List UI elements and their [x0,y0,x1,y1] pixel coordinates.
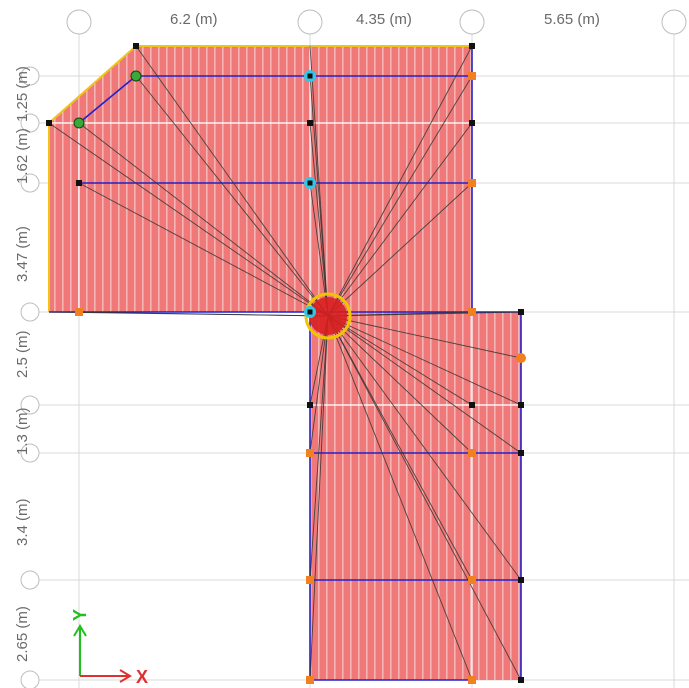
dim-y-3: 3.47 (m) [14,226,31,282]
rigid-link-11 [309,75,329,317]
support-node-6 [306,576,314,584]
rigid-link-16 [78,311,329,317]
grid-bubble-y-8 [20,670,40,688]
cyan-node-center-2 [307,180,313,186]
joint-node-9 [76,180,82,186]
rigid-link-6 [327,75,473,317]
slab-area [48,45,521,680]
rigid-link-29 [309,315,329,581]
grid-bubble-x-3 [459,9,485,35]
joint-node-12 [307,402,313,408]
rigid-link-7 [327,122,473,317]
joint-node-5 [469,120,475,126]
joint-node-4 [307,120,313,126]
joint-node-11 [518,309,524,315]
grid-bubble-y-1 [20,66,40,86]
rigid-link-12 [309,122,329,317]
x-axis-label: X [136,667,148,687]
cyan-node-center-1 [307,73,313,79]
rigid-link-20 [327,315,522,454]
support-node-1 [75,308,83,316]
dimension-labels: 6.2 (m) 4.35 (m) 5.65 (m) 1.25 (m) 1.62 … [14,11,600,662]
rigid-link-25 [327,315,473,581]
axis-triad: Y X [70,609,148,687]
dim-y-4: 2.5 (m) [14,330,31,378]
rigid-link-26 [327,315,473,681]
grid-bubble-y-4 [20,302,40,322]
joint-node-1 [133,43,139,49]
rigid-link-22 [327,315,522,681]
grid-bubble-y-5 [20,395,40,415]
dim-y-2: 1.62 (m) [14,128,31,184]
rigid-link-23 [327,315,473,406]
rigid-link-17 [327,311,522,317]
rigid-link-21 [327,315,522,581]
y-axis-label: Y [70,609,90,621]
cyan-node-center-3 [307,309,313,315]
rigid-link-24 [327,315,473,454]
support-node-5 [306,449,314,457]
rigid-link-5 [327,45,473,317]
slab-upper-region [49,46,472,312]
support-node-circle [516,353,526,363]
y-axis-arrowhead [73,624,87,637]
grid-bubble-y-7 [20,570,40,590]
support-node-3 [468,179,476,187]
rigid-link-19 [327,315,522,406]
joint-node-17 [518,577,524,583]
support-node-10 [468,449,476,457]
rigid-link-4 [48,122,329,317]
x-axis-arrowhead [119,669,132,683]
joint-node-13 [469,402,475,408]
green-node-1 [130,70,142,82]
support-node-8 [468,676,476,684]
dim-y-7: 2.65 (m) [14,606,31,662]
support-node-4 [468,308,476,316]
rigid-link-1 [135,45,329,317]
joint-node-16 [518,450,524,456]
slab-lower-region [310,312,521,680]
dim-x-3: 5.65 (m) [544,11,600,28]
rigid-link-30 [309,315,329,681]
joint-node-14 [518,402,524,408]
support-node-9 [468,576,476,584]
rigid-link-14 [78,182,329,317]
dim-x-2: 4.35 (m) [356,11,412,28]
beams [49,46,522,681]
joint-nodes [46,43,526,684]
dim-y-1: 1.25 (m) [14,66,31,122]
green-node-2 [73,117,85,129]
rigid-link-8 [327,182,473,317]
grid-bubbles [20,9,687,688]
grid-bubble-y-6 [20,443,40,463]
dim-y-6: 3.4 (m) [14,498,31,546]
slab-edge-highlight [48,45,472,312]
rigid-diaphragm-links [48,45,522,681]
joint-node-3 [46,120,52,126]
joint-node-2 [469,43,475,49]
grid-bubble-x-2 [297,9,323,35]
dim-x-1: 6.2 (m) [170,11,218,28]
joint-node-18 [518,677,524,683]
rigid-link-2 [135,75,329,317]
rigid-link-18 [327,315,522,359]
grid-bubble-y-2 [20,113,40,133]
grid-bubble-x-1 [66,9,92,35]
dim-y-5: 1.3 (m) [14,407,31,455]
rigid-link-3 [78,122,329,317]
support-node-7 [306,676,314,684]
grid-bubble-y-3 [20,173,40,193]
support-node-2 [468,72,476,80]
grid-bubble-x-4 [661,9,687,35]
